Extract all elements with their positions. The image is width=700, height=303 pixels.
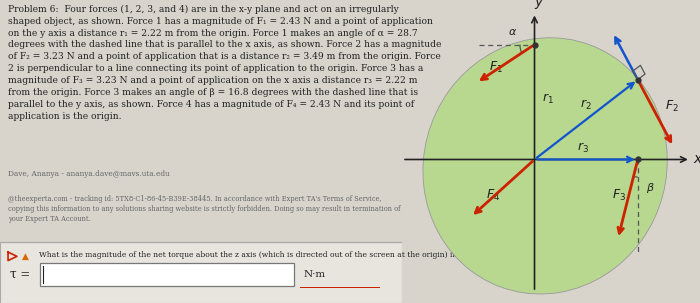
Text: y: y xyxy=(534,0,542,9)
Text: Problem 6:  Four forces (1, 2, 3, and 4) are in the x-y plane and act on an irre: Problem 6: Four forces (1, 2, 3, and 4) … xyxy=(8,5,442,121)
Text: $F_2$: $F_2$ xyxy=(665,99,679,114)
Text: $r_2$: $r_2$ xyxy=(580,98,592,112)
Bar xyxy=(0,242,402,303)
Text: $r_3$: $r_3$ xyxy=(577,141,589,155)
Text: @theexperta.com - tracking id: 5TX8-C1-86-45-B39E-38445. In accordance with Expe: @theexperta.com - tracking id: 5TX8-C1-8… xyxy=(8,195,400,223)
Bar xyxy=(300,287,380,288)
Text: $F_3$: $F_3$ xyxy=(612,188,626,202)
Text: $\alpha$: $\alpha$ xyxy=(508,27,517,37)
Text: Dave, Ananya - ananya.dave@mavs.uta.edu: Dave, Ananya - ananya.dave@mavs.uta.edu xyxy=(8,170,170,178)
Ellipse shape xyxy=(423,38,667,294)
Text: $F_4$: $F_4$ xyxy=(486,188,500,203)
Text: $F_1$: $F_1$ xyxy=(489,59,503,75)
Bar xyxy=(41,263,294,286)
Text: τ =: τ = xyxy=(10,268,30,281)
Text: What is the magnitude of the net torque about the z axis (which is directed out : What is the magnitude of the net torque … xyxy=(39,251,512,259)
Text: ▲: ▲ xyxy=(22,252,29,261)
Text: N·m: N·m xyxy=(304,270,326,279)
Text: $r_1$: $r_1$ xyxy=(542,92,554,106)
Text: $\beta$: $\beta$ xyxy=(645,181,654,195)
Text: x: x xyxy=(694,152,700,166)
